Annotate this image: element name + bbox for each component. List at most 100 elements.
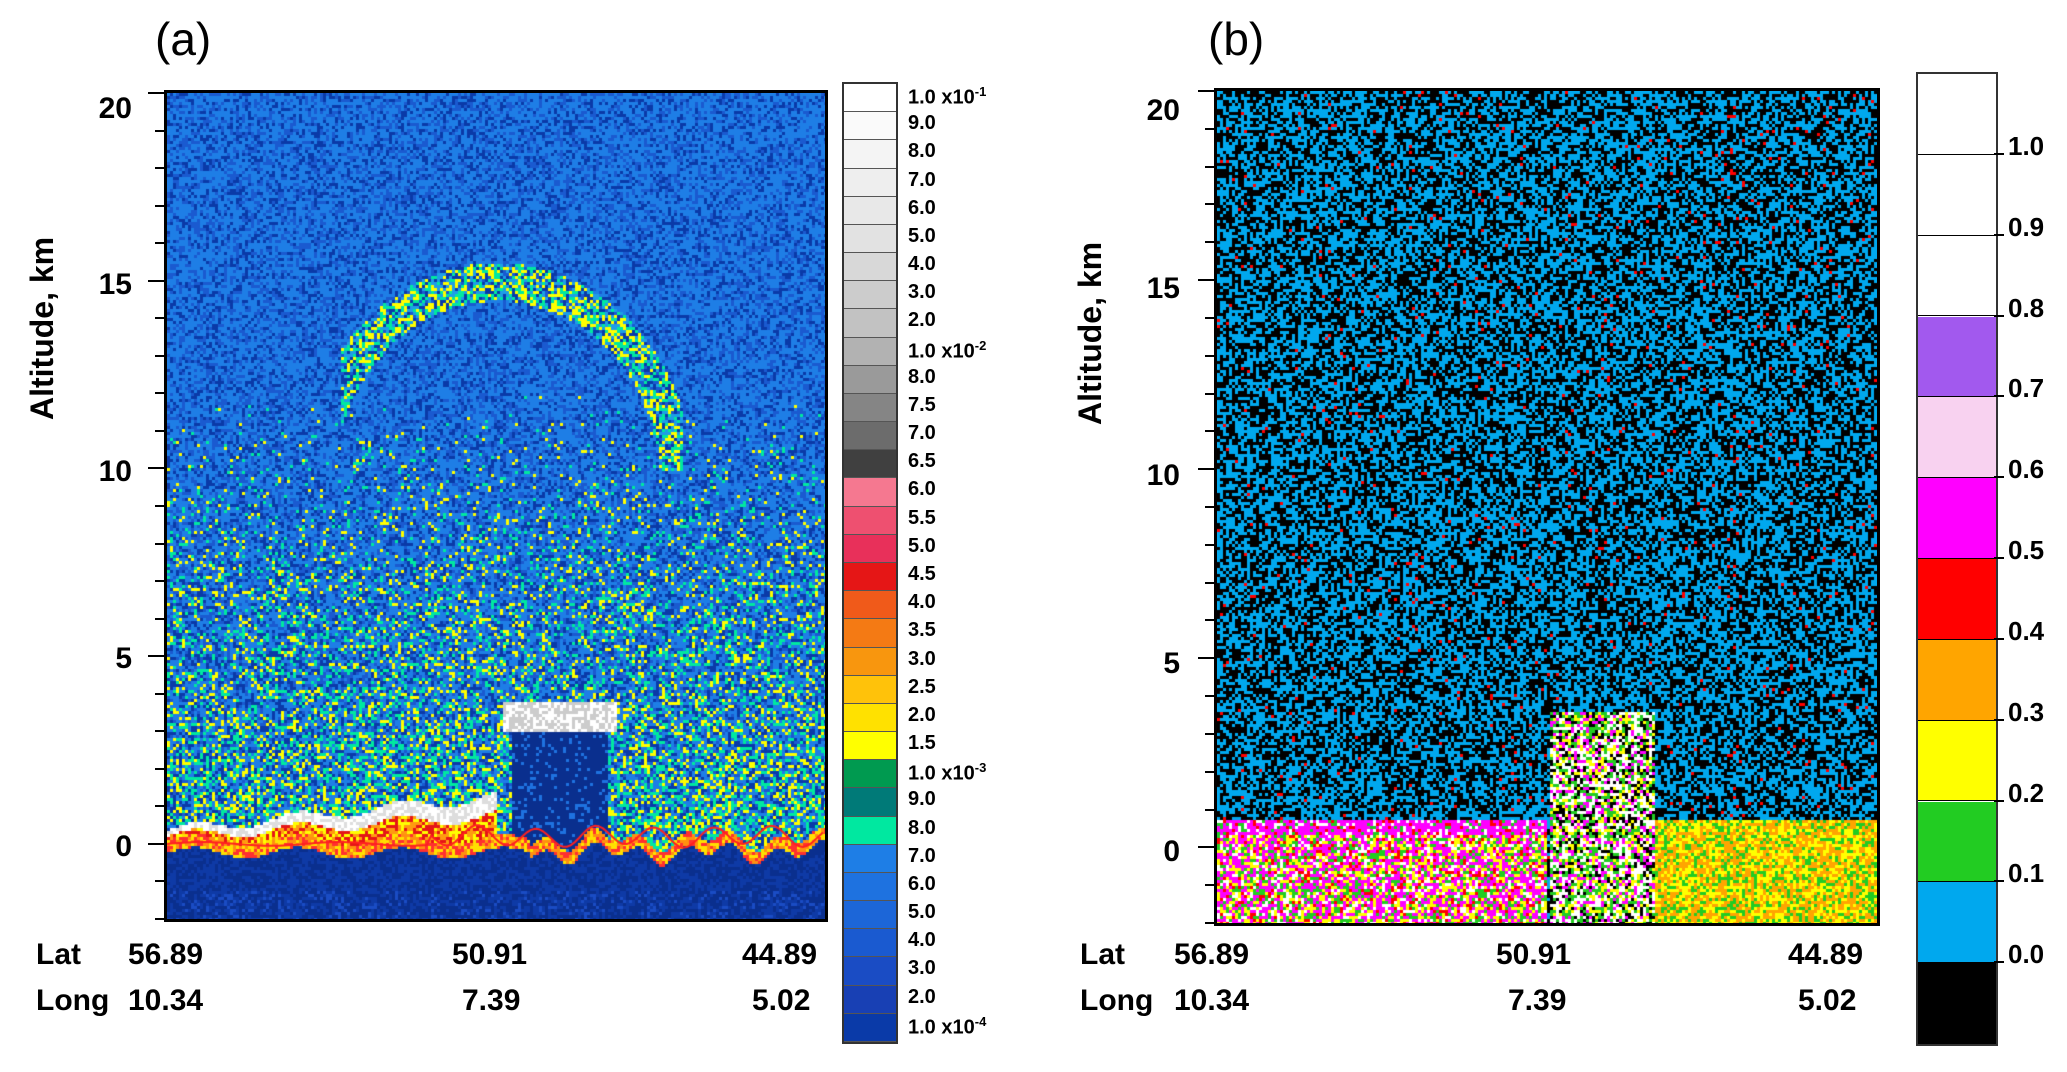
colorbar-a-label: 1.5 [908, 732, 936, 755]
colorbar-a-label: 9.0 [908, 788, 936, 811]
colorbar-a-label-exponent: -4 [974, 1013, 987, 1029]
colorbar-a-label: 7.0 [908, 845, 936, 868]
colorbar-b-tick [1994, 395, 2004, 398]
colorbar-a-label: 2.0 [908, 309, 936, 332]
y-major-tick [148, 279, 164, 282]
chart-b-long-label: Long [1080, 984, 1154, 1017]
colorbar-a-label: 6.0 [908, 873, 936, 896]
colorbar-a-label-mantissa: 8.0 [908, 365, 936, 388]
colorbar-a-cell [844, 365, 896, 394]
y-minor-tick [1205, 581, 1214, 584]
chart-a-xtick-lat: 50.91 [452, 938, 528, 971]
colorbar-a-label: 6.0 [908, 478, 936, 501]
colorbar-a-label-mantissa: 3.5 [908, 619, 936, 642]
colorbar-a-cell [844, 675, 896, 704]
colorbar-a-cell [844, 140, 896, 169]
colorbar-b-label: 0.0 [2008, 939, 2045, 970]
chart-b-xtick-long: 10.34 [1174, 984, 1250, 1017]
colorbar-a-cell [844, 534, 896, 563]
colorbar-a-cell [844, 309, 896, 338]
y-minor-tick [155, 129, 164, 132]
chart-a-xtick-long: 5.02 [752, 984, 811, 1017]
colorbar-a-label: 1.0 x10-2 [908, 338, 986, 364]
colorbar-b-cell [1918, 882, 1996, 964]
colorbar-a-label-exponent: -3 [974, 760, 987, 776]
y-minor-tick [1205, 430, 1214, 433]
colorbar-a-cell [844, 422, 896, 451]
chart-b-ylabel: Altitude, km [1072, 241, 1108, 425]
colorbar-b-label: 0.1 [2008, 858, 2045, 889]
colorbar-a-label-mantissa: 4.0 [908, 591, 936, 614]
chart-a-xtick-long: 10.34 [128, 984, 204, 1017]
colorbar-b-tick [1994, 476, 2004, 479]
chart-a-colorbar [842, 82, 898, 1044]
colorbar-b-cell [1918, 559, 1996, 640]
colorbar-a-cell [844, 647, 896, 676]
colorbar-a-label: 9.0 [908, 112, 936, 135]
colorbar-a-cell [844, 619, 896, 648]
chart-b-xtick-long: 7.39 [1508, 984, 1567, 1017]
colorbar-a-cell [844, 281, 896, 310]
chart-b-xtick-lat: 44.89 [1788, 938, 1864, 971]
colorbar-a-label-mantissa: 8.0 [908, 140, 936, 163]
y-minor-tick [1205, 619, 1214, 622]
colorbar-a-label: 6.0 [908, 197, 936, 220]
colorbar-a-label-times: x10 [935, 762, 975, 785]
colorbar-b-label: 0.2 [2008, 777, 2045, 808]
chart-a-ytick: 10 [98, 455, 132, 488]
y-minor-tick [155, 354, 164, 357]
colorbar-a-label: 7.5 [908, 394, 936, 417]
y-minor-tick [155, 880, 164, 883]
y-minor-tick [1205, 506, 1214, 508]
y-major-tick [148, 467, 164, 470]
colorbar-a-label-times: x10 [935, 340, 975, 363]
colorbar-a-label-mantissa: 1.0 [908, 86, 936, 109]
colorbar-a-label-mantissa: 3.0 [908, 957, 936, 980]
chart-b-ytick: 20 [1146, 94, 1180, 127]
colorbar-a-label-exponent: -2 [974, 337, 987, 353]
colorbar-a-label-mantissa: 4.0 [908, 929, 936, 952]
chart-a-ytick: 15 [98, 268, 132, 301]
chart-a-ylabel: Altitude, km [24, 236, 60, 420]
colorbar-a-label-mantissa: 5.5 [908, 506, 936, 529]
colorbar-a-cell [844, 224, 896, 254]
colorbar-a-cell [844, 872, 896, 902]
colorbar-a-label-mantissa: 6.0 [908, 872, 936, 895]
y-minor-tick [155, 317, 164, 320]
colorbar-a-label: 6.5 [908, 450, 936, 473]
panel-a-label: (a) [155, 13, 212, 65]
y-major-tick [1198, 657, 1214, 660]
y-minor-tick [155, 767, 164, 770]
colorbar-a-cell [844, 844, 896, 873]
colorbar-b-tick [1994, 799, 2004, 802]
colorbar-b-tick [1994, 961, 2004, 964]
colorbar-a-label-mantissa: 3.0 [908, 647, 936, 670]
colorbar-a-cell [844, 788, 896, 817]
y-minor-tick [1205, 392, 1214, 395]
chart-a-ytick: 20 [98, 92, 132, 125]
colorbar-a-label: 2.5 [908, 676, 936, 699]
colorbar-a-label-mantissa: 6.5 [908, 450, 936, 473]
colorbar-a-label-times: x10 [935, 1016, 975, 1039]
colorbar-b-tick [1994, 880, 2004, 883]
colorbar-a-cell [844, 591, 896, 620]
colorbar-b-label: 0.8 [2008, 292, 2045, 323]
y-minor-tick [155, 692, 164, 695]
colorbar-a-cell [844, 1013, 896, 1042]
y-minor-tick [1205, 203, 1214, 206]
colorbar-a-cell [844, 760, 896, 789]
y-minor-tick [155, 617, 164, 620]
colorbar-a-label: 7.0 [908, 422, 936, 445]
colorbar-a-label: 8.0 [908, 140, 936, 163]
colorbar-a-label-mantissa: 1.0 [908, 340, 936, 363]
colorbar-b-tick [1994, 233, 2004, 236]
y-major-tick [148, 842, 164, 845]
y-major-tick [1198, 90, 1214, 92]
colorbar-a-label-exponent: -1 [974, 84, 987, 99]
y-minor-tick [155, 580, 164, 583]
y-major-tick [148, 655, 164, 658]
colorbar-a-label-mantissa: 9.0 [908, 112, 936, 135]
colorbar-a-cell [844, 929, 896, 958]
colorbar-b-tick [1994, 314, 2004, 317]
colorbar-a-cell [844, 985, 896, 1014]
